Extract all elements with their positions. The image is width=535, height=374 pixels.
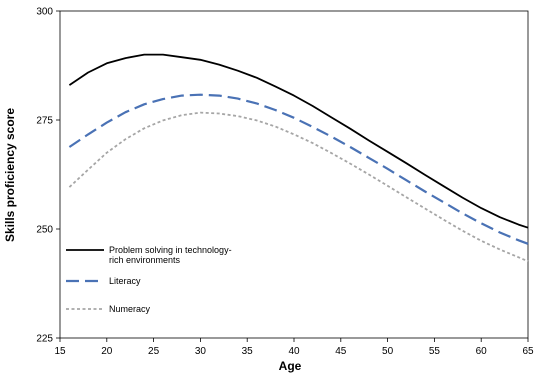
plot-frame bbox=[59, 10, 529, 339]
x-axis-ticks: 15 20 25 30 35 40 45 50 55 60 65 bbox=[54, 338, 534, 357]
chart-axes bbox=[59, 10, 529, 339]
x-tick-label: 35 bbox=[242, 346, 254, 357]
chart-series bbox=[68, 53, 529, 263]
chart-legend: Problem solving in technology-rich envir… bbox=[66, 245, 232, 314]
x-tick-label: 30 bbox=[195, 346, 207, 357]
series-line-2 bbox=[68, 93, 529, 245]
x-tick-label: 20 bbox=[101, 346, 113, 357]
series-line-1 bbox=[68, 53, 529, 229]
y-tick-label: 225 bbox=[36, 334, 53, 345]
series-line-3 bbox=[68, 111, 529, 263]
y-tick-label: 275 bbox=[36, 116, 53, 127]
y-axis-ticks: 225 250 275 300 bbox=[36, 7, 60, 345]
legend-label-3: Numeracy bbox=[109, 304, 151, 314]
legend-label-1: rich environments bbox=[109, 255, 181, 265]
x-tick-label: 15 bbox=[54, 346, 66, 357]
x-tick-label: 25 bbox=[148, 346, 160, 357]
x-tick-label: 50 bbox=[382, 346, 394, 357]
x-tick-label: 65 bbox=[522, 346, 534, 357]
x-tick-label: 45 bbox=[335, 346, 347, 357]
x-tick-label: 60 bbox=[476, 346, 488, 357]
y-tick-label: 300 bbox=[36, 7, 53, 18]
legend-label-2: Literacy bbox=[109, 276, 141, 286]
legend-label-1: Problem solving in technology- bbox=[109, 245, 232, 255]
x-axis-title: Age bbox=[279, 359, 302, 373]
y-axis-title: Skills proficiency score bbox=[3, 108, 17, 242]
x-tick-label: 55 bbox=[429, 346, 441, 357]
x-tick-label: 40 bbox=[288, 346, 300, 357]
y-tick-label: 250 bbox=[36, 225, 53, 236]
